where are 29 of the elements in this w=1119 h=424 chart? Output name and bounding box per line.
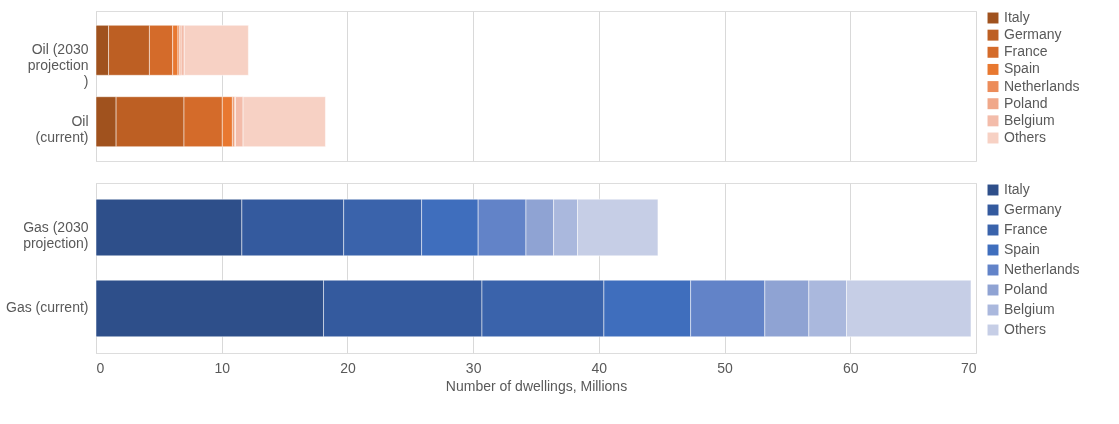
legend-label: Others: [1004, 321, 1047, 337]
legend-label: Poland: [1004, 281, 1048, 297]
legend-label: Netherlands: [1004, 261, 1080, 277]
y-tick-label: Oil (2030 projection): [27, 41, 89, 90]
x-tick-label: 20: [340, 359, 356, 376]
legend-label: Spain: [1004, 241, 1040, 257]
y-tick-label: Oil (current): [35, 112, 89, 145]
legend-label: Others: [1004, 129, 1047, 145]
x-tick-label: 0: [96, 359, 105, 376]
legend-label: Germany: [1004, 201, 1062, 217]
y-tick-label: Gas (current): [6, 299, 89, 316]
x-tick-label: 40: [591, 359, 608, 376]
legend-label: Italy: [1004, 181, 1030, 197]
legend-label: Poland: [1004, 94, 1048, 111]
x-tick-label: 30: [465, 359, 482, 376]
x-axis-title: Number of dwellings, Millions: [445, 377, 628, 394]
legend-label: Belgium: [1004, 301, 1055, 317]
x-tick-label: 10: [214, 359, 231, 376]
legend-label: France: [1004, 43, 1048, 60]
legend-label: Belgium: [1004, 111, 1055, 128]
legend-label: Italy: [1004, 9, 1030, 25]
x-tick-label: 50: [717, 359, 734, 376]
x-tick-label: 60: [843, 359, 859, 376]
x-tick-label: 70: [960, 359, 977, 376]
legend-label: France: [1004, 221, 1048, 237]
legend-label: Germany: [1004, 26, 1062, 43]
legend-label: Netherlands: [1004, 77, 1080, 94]
legend-label: Spain: [1004, 60, 1040, 77]
y-tick-label: Gas (2030 projection): [23, 218, 89, 251]
